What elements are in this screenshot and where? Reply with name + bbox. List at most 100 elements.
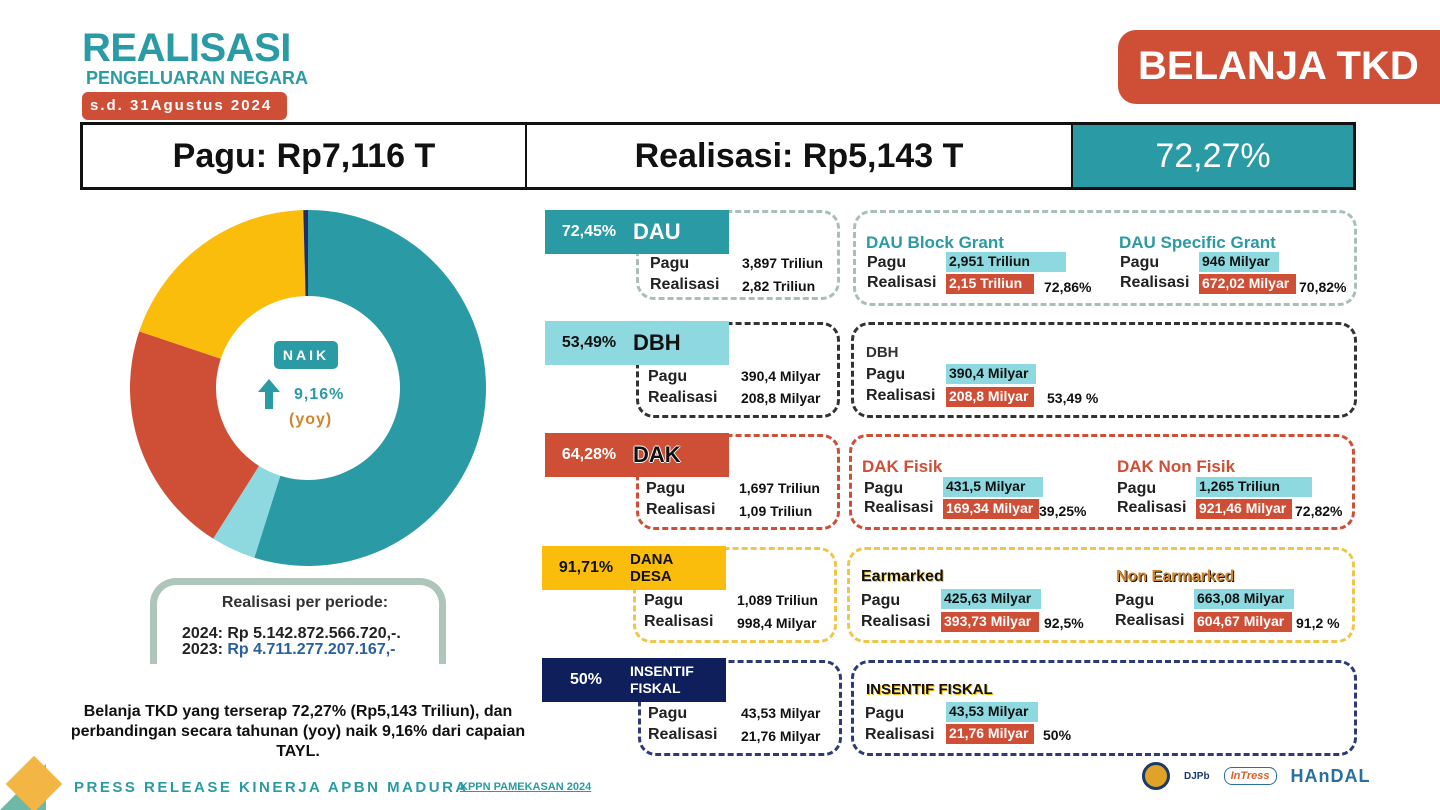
if-sub-realisasi-label: Realisasi [865,726,935,743]
dau-specific-realisasi-value: 672,02 Milyar [1199,274,1296,294]
dau-name: DAU [633,219,681,244]
dbh-sub-realisasi-value: 208,8 Milyar [946,387,1034,407]
dak-nonfisik-percent: 72,82% [1295,503,1343,519]
dak-realisasi-value: 1,09 Triliun [739,503,813,519]
dau-specific-pagu-value: 946 Milyar [1199,252,1279,272]
date-badge: s.d. 31Agustus 2024 [82,92,287,120]
dbh-realisasi-value: 208,8 Milyar [741,390,821,406]
if-realisasi-value: 21,76 Milyar [741,728,821,744]
dbh-percent: 53,49% [561,334,617,351]
period-2023-value: Rp 4.711.277.207.167,- [227,641,396,658]
dd-percent: 91,71% [558,559,614,576]
donut-slice-dak [129,331,260,539]
description-text: Belanja TKD yang terserap 72,27% (Rp5,14… [70,703,526,760]
intress-logo: InTress [1223,767,1277,785]
summary-realisasi: Realisasi: Rp5,143 T [527,125,1073,187]
dau-specific-realisasi-label: Realisasi [1120,274,1190,291]
dau-specific-percent: 70,82% [1299,279,1347,295]
dak-nonfisik-realisasi-label: Realisasi [1117,499,1187,516]
donut-slice-insentif-fiskal [303,210,308,297]
dbh-pagu-label: Pagu [648,368,688,385]
handal-logo: HAnDAL [1290,765,1371,786]
period-2023-year: 2023: [182,641,228,658]
dak-realisasi-label: Realisasi [646,501,716,518]
summary-pagu: Pagu: Rp7,116 T [83,125,527,187]
dak-nonfisik-title: DAK Non Fisik [1117,457,1236,476]
dau-block-title: DAU Block Grant [866,233,1004,252]
dd-label: 91,71% DANA DESA [542,546,726,590]
dak-pagu-value: 1,697 Triliun [739,480,820,496]
dd-realisasi-value: 998,4 Milyar [737,615,817,631]
if-pagu-value: 43,53 Milyar [741,705,821,721]
dak-left-box [636,434,840,530]
if-sub-pagu-label: Pagu [865,705,905,722]
dak-percent: 64,28% [561,446,617,463]
dd-nonearmarked-title: Non Earmarked [1116,568,1235,585]
if-label: 50% INSENTIF FISKAL [542,658,726,702]
dau-realisasi-label: Realisasi [650,276,720,293]
dd-nonearmarked-pagu-value: 663,08 Milyar [1194,589,1294,609]
donut-slice-dau [254,210,487,567]
dd-earmarked-title: Earmarked [861,568,944,585]
dau-specific-title: DAU Specific Grant [1119,233,1276,252]
kemenkeu-logo-icon [1142,762,1170,790]
dbh-sub-realisasi-label: Realisasi [866,387,936,404]
dd-earmarked-pagu-label: Pagu [861,592,901,609]
period-2023: 2023: Rp 4.711.277.207.167,- [182,641,396,659]
donut-chart [129,210,487,567]
dd-nonearmarked-realisasi-label: Realisasi [1115,612,1185,629]
footer-subtitle: KPPN PAMEKASAN 2024 [460,781,592,793]
dak-fisik-pagu-label: Pagu [864,480,904,497]
if-sub-percent: 50% [1043,727,1072,743]
dd-earmarked-percent: 92,5% [1044,615,1084,631]
dd-realisasi-label: Realisasi [644,613,714,630]
if-realisasi-label: Realisasi [648,726,718,743]
dd-right-box [847,547,1355,643]
section-badge: BELANJA TKD [1118,30,1440,104]
if-sub-title: INSENTIF FISKAL [866,681,993,698]
page-title: REALISASI [82,26,291,70]
dbh-sub-percent: 53,49 % [1047,390,1099,406]
dak-fisik-realisasi-label: Realisasi [864,499,934,516]
dau-block-realisasi-label: Realisasi [867,274,937,291]
dd-name: DANA DESA [630,551,673,585]
naik-percent: 9,16% [294,386,345,403]
if-sub-realisasi-value: 21,76 Milyar [946,724,1034,744]
dau-block-percent: 72,86% [1044,279,1092,295]
dak-pagu-label: Pagu [646,480,686,497]
dbh-name: DBH [633,330,681,355]
footer-logos: DJPb InTress HAnDAL [1142,762,1371,790]
summary-bar: Pagu: Rp7,116 T Realisasi: Rp5,143 T 72,… [80,122,1356,190]
dbh-left-box [636,322,840,418]
dbh-sub-pagu-label: Pagu [866,366,906,383]
period-frame [150,578,446,664]
if-sub-pagu-value: 43,53 Milyar [946,702,1038,722]
dbh-right-box [851,322,1357,418]
dau-label: 72,45% DAU [545,210,729,254]
dd-left-box [633,547,837,643]
dak-nonfisik-realisasi-value: 921,46 Milyar [1196,499,1292,519]
dd-pagu-value: 1,089 Triliun [737,592,818,608]
summary-percent: 72,27% [1073,125,1353,187]
dak-right-box [849,434,1355,530]
dau-percent: 72,45% [561,223,617,240]
period-title: Realisasi per periode: [221,594,389,611]
dd-earmarked-pagu-value: 425,63 Milyar [941,589,1041,609]
dak-name: DAK [633,442,681,467]
dbh-realisasi-label: Realisasi [648,389,718,406]
donut-slice-dana-desa [139,210,306,359]
dbh-sub-pagu-value: 390,4 Milyar [946,364,1036,384]
page-subtitle: PENGELUARAN NEGARA [86,68,309,88]
if-name: INSENTIF FISKAL [630,663,694,696]
dau-block-pagu-value: 2,951 Triliun [946,252,1066,272]
donut-slice-dbh [213,465,281,558]
if-right-box [851,660,1357,756]
dau-pagu-value: 3,897 Triliun [742,255,823,271]
dau-right-box [853,210,1357,306]
dau-block-pagu-label: Pagu [867,254,907,271]
dau-realisasi-value: 2,82 Triliun [742,278,816,294]
dak-nonfisik-pagu-value: 1,265 Triliun [1196,477,1312,497]
if-pagu-label: Pagu [648,705,688,722]
djpb-logo: DJPb [1184,770,1210,782]
dak-fisik-realisasi-value: 169,34 Milyar [943,499,1039,519]
